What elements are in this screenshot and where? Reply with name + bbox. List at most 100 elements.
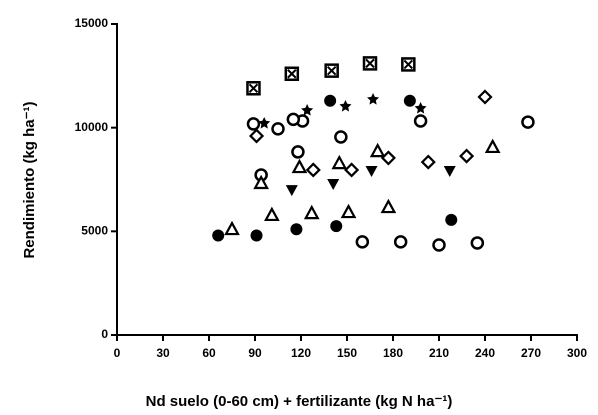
x-tick-label: 60 [202,346,216,360]
point [291,158,308,174]
x-tick-label: 210 [429,346,449,360]
point [264,206,280,222]
point [362,56,378,71]
x-tick-label: 270 [521,346,541,360]
circle [470,236,485,250]
y-axis-label: Rendimiento (kg ha⁻¹) [21,101,38,258]
point [224,220,240,236]
point [290,223,303,236]
triangle [369,142,386,158]
circle [271,122,285,136]
circle [246,117,261,131]
diamond [477,89,493,105]
circle [286,112,301,127]
point [380,198,397,214]
y-tick-label: 0 [101,327,108,341]
point [340,203,357,219]
triangle [380,198,397,214]
triangle [340,203,357,219]
point [324,94,337,107]
circle [403,94,416,107]
point [285,185,298,197]
point [258,117,271,129]
point [484,138,501,154]
star [258,117,271,129]
diamond [344,162,360,178]
diamond [420,154,436,170]
point [432,238,446,252]
triangle [224,220,240,236]
x-tick-label: 300 [567,346,587,360]
point [367,93,380,105]
point [401,57,416,72]
triangle [331,154,348,170]
point [284,66,300,82]
point [344,162,360,178]
point [521,115,535,129]
x-tick-label: 90 [248,346,262,360]
circle [432,238,446,252]
triangle [303,204,320,220]
x-tick-label: 120 [291,346,311,360]
x-axis-label: Nd suelo (0-60 cm) + fertilizante (kg N … [146,393,453,410]
point [365,165,378,177]
circle [334,130,348,144]
cross [248,83,259,93]
diamond [380,150,396,166]
triangle [443,165,456,177]
point [443,165,456,177]
point [339,100,352,112]
diamond [459,148,475,164]
circle [521,115,535,129]
circle [212,229,225,242]
point [246,117,261,131]
triangle [484,138,501,154]
y-tick-label: 15000 [75,16,109,30]
circle [445,213,458,226]
point [212,229,225,242]
point [271,122,285,136]
point [301,104,314,116]
circle [393,235,408,249]
star [301,104,314,116]
point [355,235,370,249]
circle [290,223,303,236]
x-tick-label: 240 [475,346,495,360]
cross [326,65,337,76]
point [250,229,263,242]
point [286,112,301,127]
point [470,236,485,250]
star [367,93,380,105]
point [477,89,493,105]
y-tick-label: 10000 [75,120,109,134]
star [414,101,427,114]
point [459,148,475,164]
point [369,142,386,158]
point [324,63,339,78]
triangle [264,206,280,222]
point [445,213,458,226]
point [414,101,427,114]
triangle [285,185,298,197]
point [253,174,269,190]
point [248,128,265,144]
triangle [365,165,378,177]
triangle [291,158,308,174]
triangle [327,179,340,191]
point [330,220,343,233]
triangle [253,174,269,190]
point [393,235,408,249]
circle [330,220,343,233]
cross [403,59,414,70]
point [403,94,416,107]
star [339,100,352,112]
diamond [248,128,265,144]
x-tick-label: 150 [337,346,357,360]
point [291,145,305,159]
point [413,114,428,128]
circle [250,229,263,242]
point [331,154,348,170]
diamond [305,162,321,178]
point [327,179,340,191]
